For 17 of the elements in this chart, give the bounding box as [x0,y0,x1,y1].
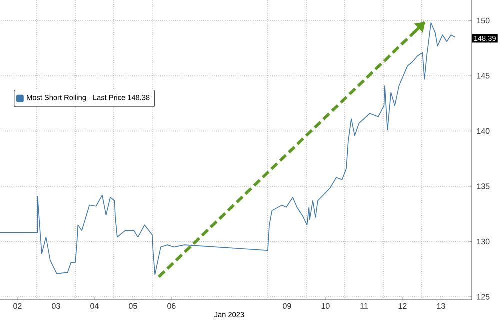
y-tick-label: 145 [477,73,490,79]
x-tick-label: 02 [14,303,22,310]
x-tick-label: 06 [168,303,176,310]
x-tick-label: 04 [90,303,99,310]
x-tick-label: 05 [129,303,138,310]
x-tick-label: 11 [360,303,368,309]
x-tick-label: 13 [437,303,446,310]
y-tick-label: 150 [477,18,490,24]
y-tick-label: 135 [477,184,490,190]
y-tick-label: 125 [477,294,490,300]
y-tick-label: 140 [477,128,490,134]
line-series [0,22,456,276]
x-tick-label: 03 [52,303,60,310]
x-tick-label: 12 [398,303,407,309]
x-tick-label: 09 [283,303,292,310]
y-tick-label: 130 [477,238,490,245]
x-tick-label: 10 [322,303,330,310]
